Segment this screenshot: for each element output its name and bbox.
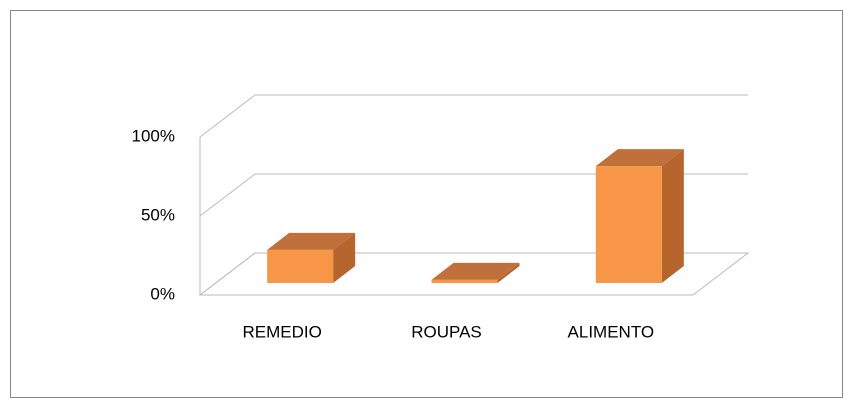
bar-front <box>431 279 498 283</box>
grid-line <box>199 94 748 138</box>
bar <box>267 232 356 283</box>
y-tick-label: 100% <box>132 126 175 145</box>
bar-top <box>595 149 684 167</box>
bar-side <box>497 262 520 283</box>
bar <box>595 149 684 283</box>
bar-top <box>431 262 520 280</box>
bar-front <box>595 166 662 283</box>
bar-side <box>661 149 684 283</box>
grid-line <box>199 252 748 296</box>
y-tick-label: 0% <box>150 284 175 303</box>
bar-side <box>333 232 356 283</box>
chart-border <box>10 10 843 398</box>
bar <box>431 262 520 283</box>
x-tick-label: REMEDIO <box>242 322 321 341</box>
x-tick-label: ROUPAS <box>411 322 482 341</box>
bar-front <box>267 249 334 283</box>
bar-top <box>267 232 356 250</box>
grid-line <box>199 173 748 217</box>
y-tick-label: 50% <box>141 205 175 224</box>
x-tick-label: ALIMENTO <box>568 322 655 341</box>
